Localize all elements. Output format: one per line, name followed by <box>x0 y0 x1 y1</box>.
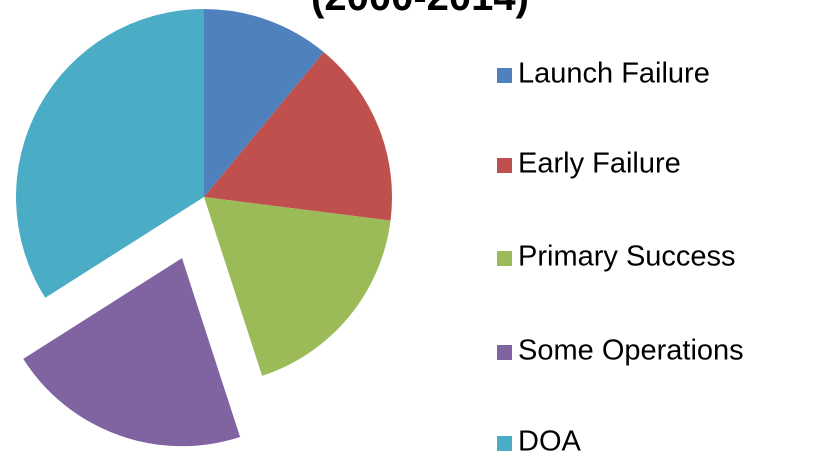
legend-label: Primary Success <box>518 241 736 273</box>
legend-swatch <box>497 436 512 451</box>
pie-slice <box>16 9 205 298</box>
legend-swatch <box>497 251 512 266</box>
legend-swatch <box>497 68 512 83</box>
legend-swatch <box>497 158 512 173</box>
chart-title: (2000-2014) <box>311 0 529 19</box>
legend-swatch <box>497 345 512 360</box>
pie-slice <box>204 197 391 376</box>
legend-label: DOA <box>518 426 582 458</box>
pie-slice <box>204 9 324 197</box>
legend-label: Some Operations <box>518 335 744 367</box>
legend-label: Early Failure <box>518 148 681 180</box>
pie-slice <box>23 258 241 447</box>
legend-label: Launch Failure <box>518 58 710 90</box>
pie-slice <box>204 52 392 221</box>
